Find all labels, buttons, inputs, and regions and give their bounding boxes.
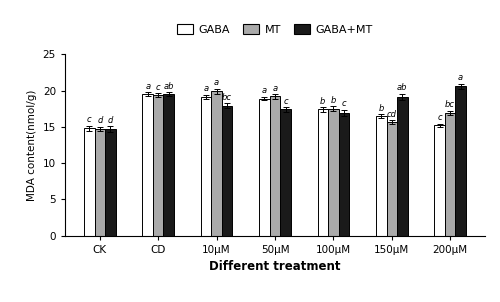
Text: a: a <box>145 82 150 91</box>
Bar <box>153 95 164 236</box>
Text: b: b <box>320 97 326 106</box>
Bar <box>376 116 386 236</box>
Bar <box>105 129 116 236</box>
Text: c: c <box>156 83 160 92</box>
Bar <box>164 94 174 236</box>
Text: b: b <box>330 96 336 105</box>
Text: a: a <box>458 73 463 82</box>
Text: c: c <box>342 99 346 108</box>
Text: c: c <box>87 115 92 124</box>
Text: b: b <box>378 104 384 113</box>
Bar <box>434 125 445 236</box>
Bar <box>270 96 280 236</box>
Text: d: d <box>97 116 102 125</box>
Bar <box>201 97 211 236</box>
Text: d: d <box>108 116 113 125</box>
Text: cd: cd <box>387 110 397 118</box>
Bar <box>338 113 349 236</box>
Bar <box>259 98 270 236</box>
Bar <box>318 109 328 236</box>
Text: bc: bc <box>222 93 232 102</box>
Text: a: a <box>272 84 278 93</box>
Text: bc: bc <box>445 101 455 109</box>
Bar <box>386 122 397 236</box>
Bar <box>142 94 153 236</box>
Bar <box>445 113 456 236</box>
Bar <box>280 109 291 236</box>
Bar <box>456 86 466 236</box>
Bar <box>328 109 338 236</box>
Bar <box>84 128 94 236</box>
Text: ab: ab <box>164 82 174 91</box>
Bar <box>222 106 232 236</box>
Bar <box>212 91 222 236</box>
Text: a: a <box>262 86 267 95</box>
Text: c: c <box>283 97 288 106</box>
Bar <box>94 129 105 236</box>
Text: ab: ab <box>397 83 407 92</box>
Text: a: a <box>204 85 208 94</box>
Bar <box>397 97 407 236</box>
X-axis label: Different treatment: Different treatment <box>209 260 341 273</box>
Text: c: c <box>438 113 442 122</box>
Text: a: a <box>214 78 219 87</box>
Legend: GABA, MT, GABA+MT: GABA, MT, GABA+MT <box>173 20 377 40</box>
Y-axis label: MDA content(nmol/g): MDA content(nmol/g) <box>27 89 37 201</box>
